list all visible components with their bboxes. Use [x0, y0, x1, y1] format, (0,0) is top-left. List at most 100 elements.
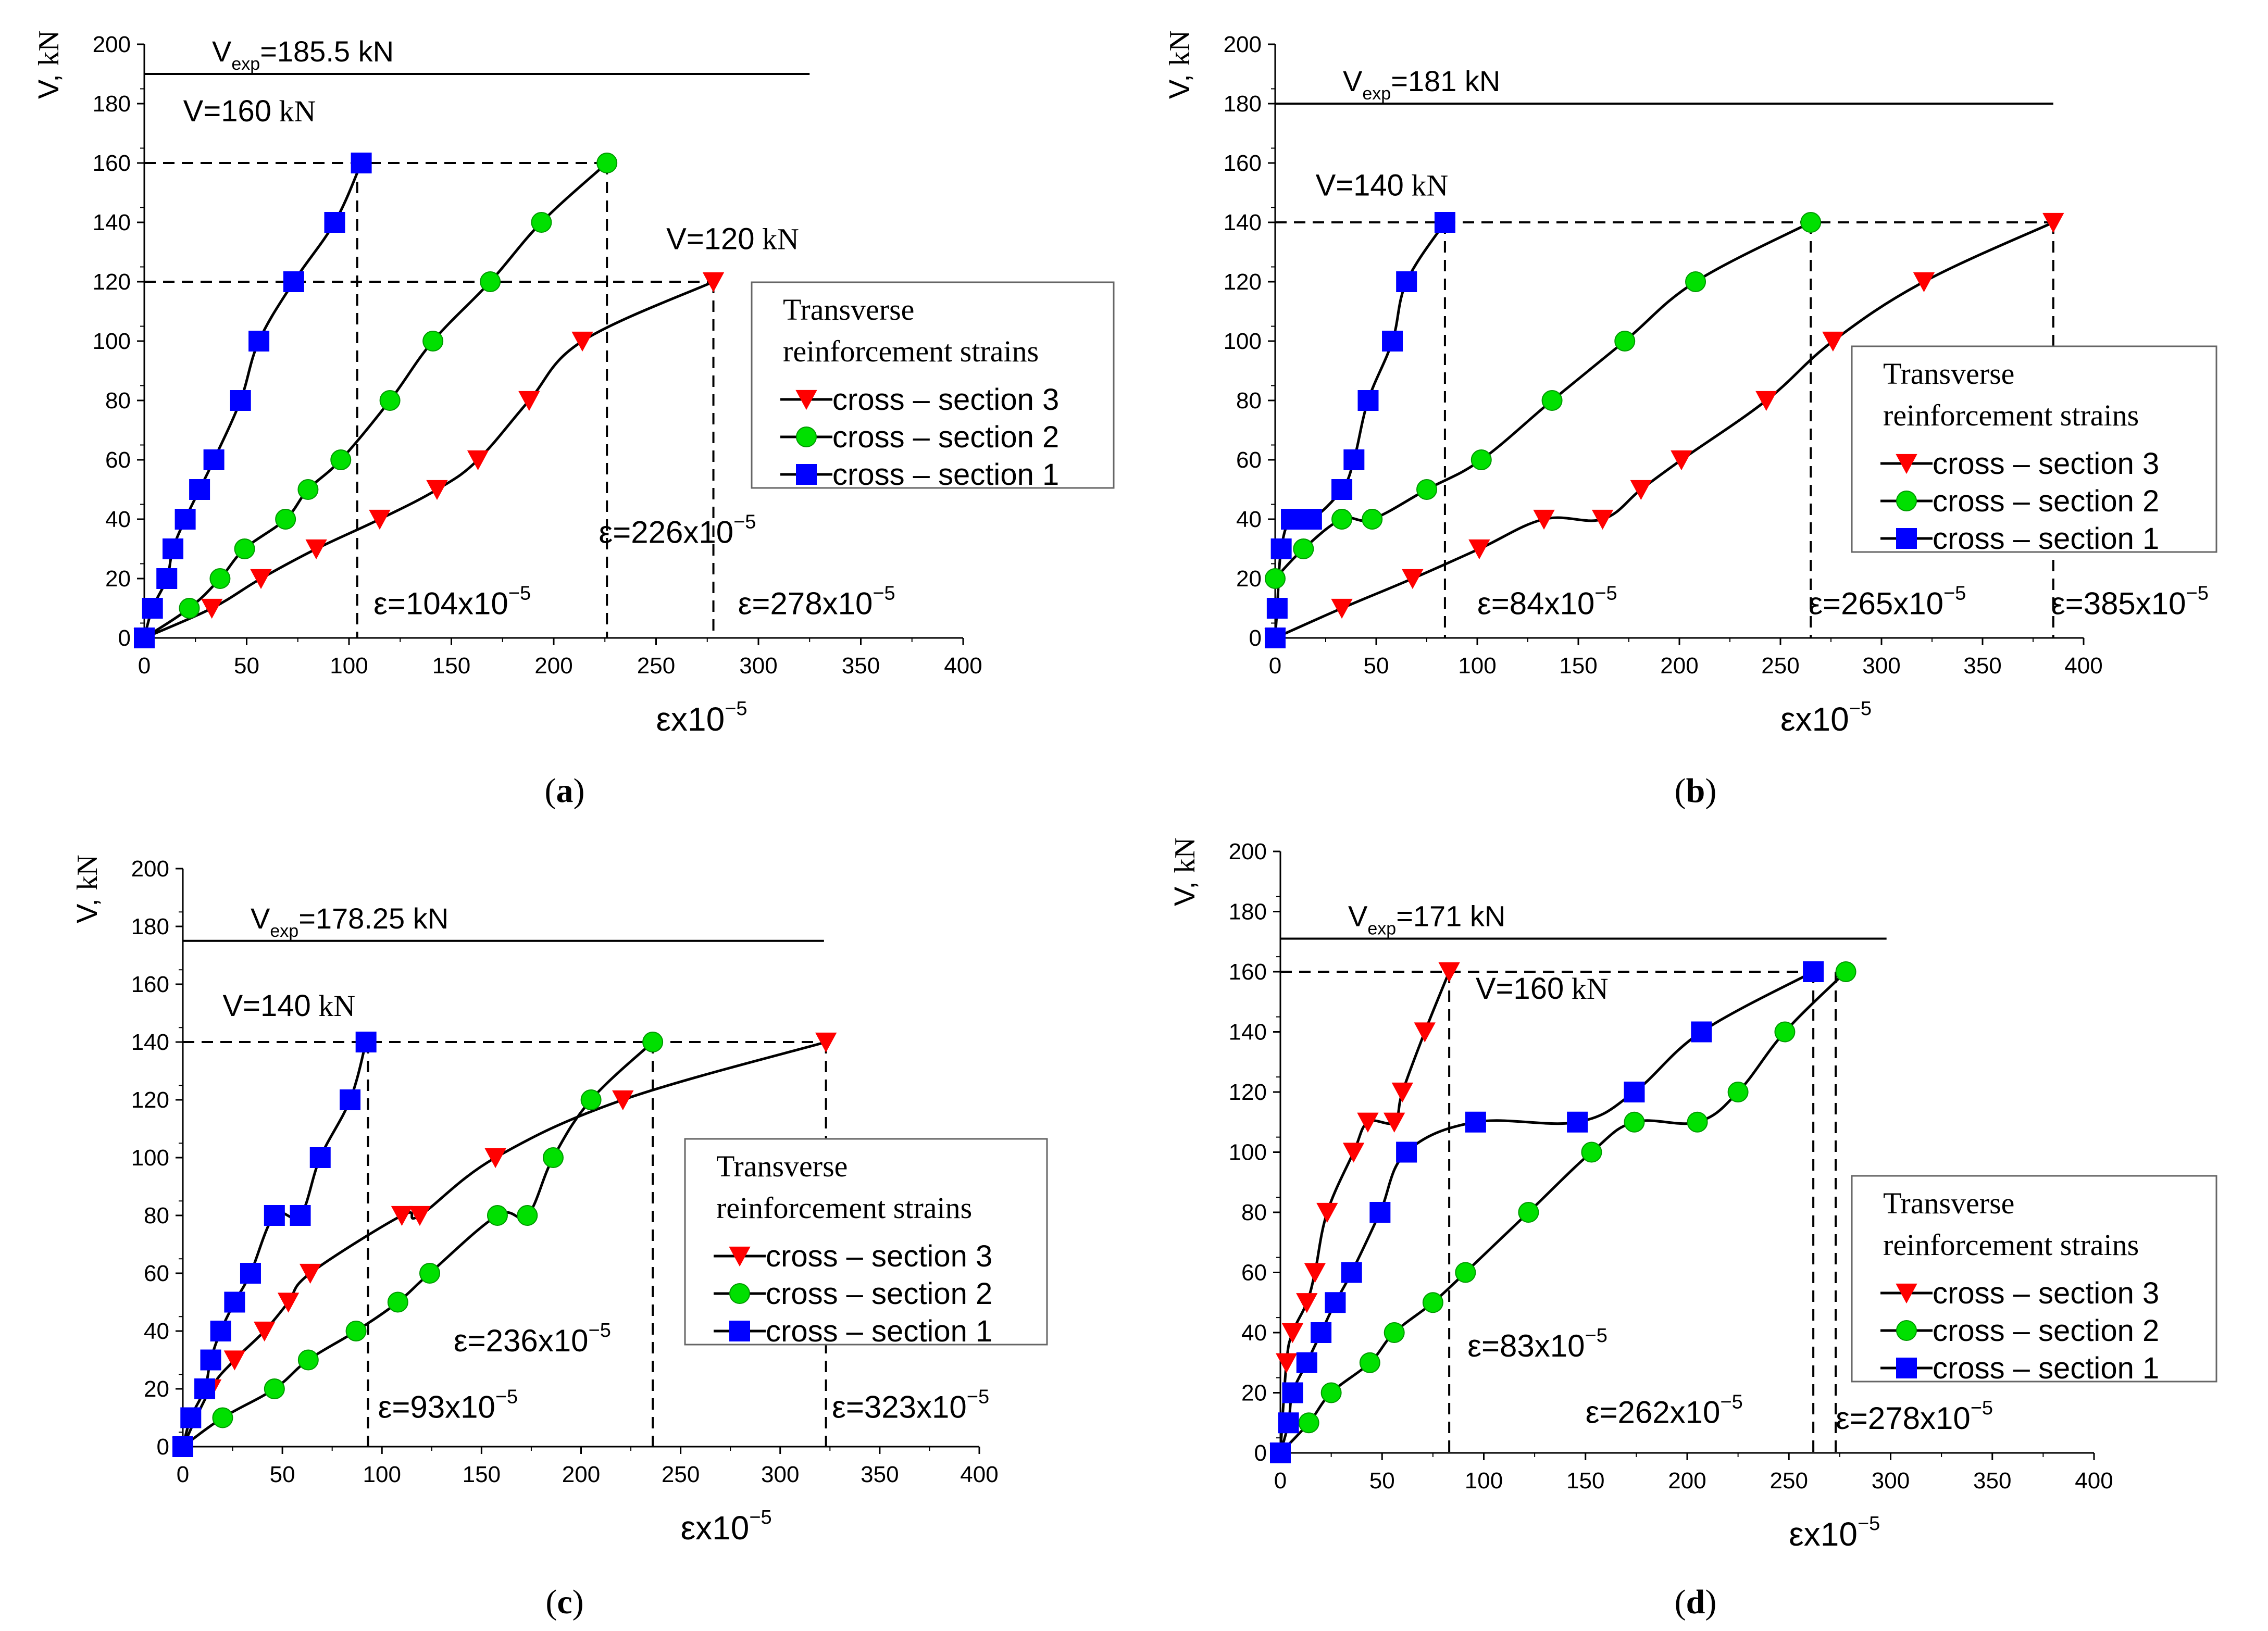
y-tick-label: 100	[93, 329, 131, 354]
panel-label: (b)	[1675, 772, 1717, 810]
x-tick-label: 400	[944, 653, 982, 679]
v-annotation: V=120 kN	[666, 222, 799, 256]
x-axis-label: εx10−5	[1780, 698, 1872, 738]
data-point-triangle	[1671, 450, 1692, 471]
legend-marker-square	[1896, 1358, 1917, 1378]
legend-marker-square	[796, 464, 817, 485]
data-point-circle	[330, 449, 352, 470]
x-axis-label: εx10−5	[681, 1507, 772, 1547]
strain-annotation: ε=278x10−5	[1836, 1397, 1993, 1436]
data-point-triangle	[426, 480, 448, 500]
data-point-triangle	[518, 391, 540, 411]
data-point-triangle	[1296, 1293, 1318, 1313]
data-point-square	[1278, 1412, 1299, 1434]
data-point-square	[309, 1147, 331, 1168]
strain-annotation-value: ε=93x10	[378, 1390, 495, 1425]
data-point-circle	[1518, 1202, 1539, 1223]
chart-panel-a: 0 20 40 60 80 100 120 140 160 180 200 0 50 100 150 200 2…	[32, 30, 1115, 810]
x-tick-label: 350	[1973, 1468, 2011, 1494]
y-tick-label: 140	[1224, 210, 1262, 235]
y-tick-label: 140	[131, 1030, 169, 1055]
data-point-triangle	[1384, 1112, 1405, 1133]
y-tick-label: 100	[1224, 329, 1262, 354]
data-point-square	[324, 212, 345, 233]
v-annotation: V=160 kN	[183, 94, 316, 128]
x-tick-label: 50	[1369, 1468, 1395, 1494]
strain-annotation: ε=83x10−5	[1467, 1325, 1607, 1363]
vexp-label-sub: exp	[1367, 919, 1396, 938]
data-point-triangle	[369, 509, 391, 530]
x-tick-label: 300	[1862, 653, 1900, 679]
data-point-square	[142, 598, 163, 619]
legend-entry-label: cross – section 1	[766, 1314, 992, 1348]
strain-annotation-exponent: −5	[495, 1386, 518, 1408]
data-point-square	[1266, 598, 1288, 619]
data-point-square	[1331, 479, 1353, 500]
legend-entry-label: cross – section 3	[766, 1239, 992, 1273]
data-point-triangle	[1342, 1143, 1365, 1163]
y-tick-label: 180	[93, 91, 131, 117]
legend-marker-circle	[729, 1283, 750, 1304]
y-tick-label: 80	[1241, 1200, 1267, 1225]
data-point-circle	[1416, 479, 1437, 500]
y-tick-label: 160	[131, 972, 169, 997]
data-point-circle	[345, 1321, 367, 1341]
panel-label-close: )	[1705, 772, 1716, 810]
series-line-square	[143, 162, 363, 638]
vexp-label: Vexp=181 kN	[1343, 65, 1500, 104]
y-tick-label: 200	[1224, 32, 1262, 57]
strain-annotation-value: ε=262x10	[1586, 1395, 1721, 1429]
legend-box	[751, 281, 1115, 489]
data-point-square	[1265, 628, 1286, 648]
data-point-square	[1282, 1382, 1303, 1403]
x-tick-label: 0	[1269, 653, 1281, 679]
data-point-triangle	[1402, 569, 1424, 589]
data-point-square	[230, 390, 251, 411]
y-tick-label: 180	[131, 914, 169, 939]
y-tick-label: 20	[105, 566, 131, 592]
data-point-triangle	[1468, 539, 1490, 560]
panel-label-close: )	[574, 772, 585, 810]
panel-label-open: (	[1675, 772, 1686, 810]
y-axis-label-unit: kN	[33, 30, 65, 66]
y-tick-label: 160	[1224, 150, 1262, 176]
v-annotation-unit: kN	[1404, 169, 1448, 203]
strain-annotation-exponent: −5	[589, 1320, 611, 1341]
x-tick-label: 400	[960, 1462, 998, 1487]
y-tick-label: 60	[1241, 1260, 1267, 1286]
strain-annotation-value: ε=84x10	[1477, 586, 1594, 621]
legend-title-line: Transverse	[783, 293, 914, 327]
legend-marker-circle	[1896, 1320, 1917, 1341]
data-point-circle	[209, 568, 231, 589]
legend-entry-label: cross – section 3	[1933, 447, 2159, 481]
data-point-triangle	[391, 1206, 413, 1226]
series-line-square	[1274, 221, 1447, 638]
data-point-square	[224, 1291, 245, 1313]
strain-annotation-value: ε=278x10	[738, 586, 873, 621]
legend-entry-label: cross – section 3	[832, 383, 1059, 417]
y-axis-label-main: V,	[70, 890, 103, 923]
data-point-circle	[487, 1205, 508, 1226]
strain-annotation: ε=104x10−5	[373, 582, 531, 621]
strain-annotation-value: ε=385x10	[2051, 586, 2186, 621]
y-axis-label-unit: kN	[1164, 30, 1196, 66]
data-point-square	[134, 628, 155, 648]
data-point-square	[1803, 961, 1824, 982]
data-point-square	[210, 1321, 231, 1341]
x-tick-label: 400	[2075, 1468, 2113, 1494]
data-point-triangle	[299, 1263, 321, 1284]
data-point-triangle	[1755, 391, 1777, 411]
data-point-triangle	[1533, 509, 1555, 530]
y-tick-label: 200	[1229, 839, 1267, 864]
x-tick-label: 300	[761, 1462, 799, 1487]
x-axis-label-main: εx10	[1789, 1515, 1858, 1553]
x-axis-label: εx10−5	[1789, 1513, 1880, 1553]
data-point-triangle	[1391, 1082, 1413, 1103]
data-point-square	[1691, 1021, 1712, 1043]
strain-annotation-exponent: −5	[1594, 582, 1617, 604]
y-tick-label: 0	[157, 1434, 169, 1460]
legend-entry-label: cross – section 1	[1933, 522, 2159, 556]
x-tick-label: 350	[842, 653, 880, 679]
data-point-circle	[1422, 1292, 1443, 1313]
